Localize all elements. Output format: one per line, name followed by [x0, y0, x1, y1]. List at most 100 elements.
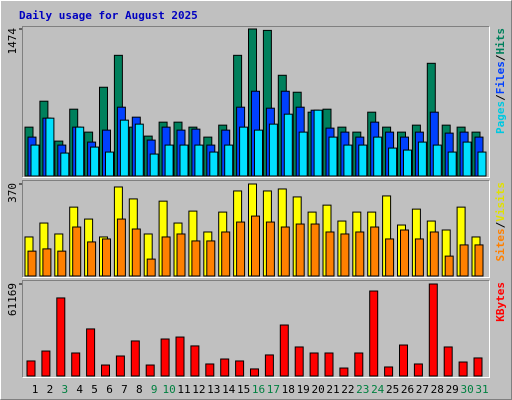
bar [72, 226, 82, 277]
bar [45, 117, 55, 177]
bar [101, 364, 110, 377]
x-tick-label: 21 [326, 383, 339, 396]
x-tick-label: 9 [151, 383, 158, 396]
bar [295, 223, 305, 277]
bar [56, 297, 66, 377]
bar [71, 352, 81, 377]
chart-title: Daily usage for August 2025 [19, 9, 198, 22]
bar [403, 149, 412, 177]
x-tick-label: 8 [136, 383, 143, 396]
bar [179, 144, 189, 177]
bar [191, 240, 201, 277]
legend-entry: Pages [494, 101, 507, 134]
bar [354, 352, 364, 377]
x-tick-label: 13 [207, 383, 220, 396]
bar [30, 144, 40, 177]
x-tick-label: 3 [61, 383, 68, 396]
x-tick-label: 17 [267, 383, 280, 396]
bar [268, 123, 278, 177]
bar [443, 346, 453, 377]
x-tick-label: 10 [162, 383, 175, 396]
bar [473, 357, 483, 377]
bar [146, 258, 156, 277]
x-tick-label: 14 [222, 383, 236, 396]
bar [224, 144, 234, 177]
bar [384, 366, 394, 377]
y-tick-label: 61169 [6, 283, 19, 316]
x-tick-label: 6 [106, 383, 113, 396]
bar [414, 238, 424, 277]
bar [42, 248, 52, 277]
bar [57, 250, 67, 277]
panel-bevel-light [22, 280, 490, 378]
bar [236, 221, 246, 277]
bar [134, 123, 144, 177]
bar [130, 340, 140, 377]
x-tick-label: 29 [446, 383, 459, 396]
x-tick-label: 2 [47, 383, 54, 396]
x-tick-label: 18 [282, 383, 295, 396]
bar [328, 136, 338, 177]
bar [86, 328, 96, 377]
bar [294, 346, 304, 377]
y-tick-label: 370 [6, 183, 19, 203]
bar [310, 223, 320, 277]
x-tick-label: 20 [311, 383, 324, 396]
bar [90, 146, 100, 177]
bar [250, 368, 259, 377]
bar [239, 126, 249, 177]
legend-entry: Hits [494, 28, 507, 55]
x-tick-label: 12 [192, 383, 205, 396]
x-tick-label: 11 [177, 383, 190, 396]
x-tick-label: 15 [237, 383, 250, 396]
bar [75, 126, 85, 177]
bar [369, 290, 379, 377]
x-tick-label: 22 [341, 383, 354, 396]
x-tick-label: 30 [460, 383, 473, 396]
bar [462, 141, 472, 177]
bar [444, 255, 454, 277]
panel-bevel-dark [22, 26, 490, 178]
legend: KBytes [494, 282, 507, 322]
legend-separator: / [494, 54, 507, 61]
bar [60, 152, 70, 177]
x-tick-label: 28 [431, 383, 444, 396]
bar [432, 144, 442, 177]
bar [176, 233, 186, 277]
x-tick-label: 24 [371, 383, 385, 396]
bar [447, 151, 457, 177]
bar [209, 151, 219, 177]
bar [254, 129, 263, 177]
bar [265, 221, 275, 277]
bar [235, 360, 245, 377]
x-tick-label: 23 [356, 383, 369, 396]
bar [220, 358, 230, 377]
bar [400, 229, 409, 277]
legend-entry: KBytes [494, 282, 507, 322]
bar [399, 344, 408, 377]
bar [458, 361, 468, 377]
x-tick-label: 19 [297, 383, 310, 396]
panel-bevel-dark [22, 180, 490, 278]
bar [160, 338, 170, 377]
bar [27, 250, 37, 277]
bar [149, 153, 159, 177]
bar [428, 283, 438, 377]
bar [358, 144, 368, 177]
bar [264, 354, 274, 377]
x-tick-label: 26 [401, 383, 414, 396]
legend-entry: Visits [494, 182, 507, 222]
bar [413, 363, 423, 377]
bar [102, 238, 111, 277]
bar [298, 131, 308, 177]
bar [251, 215, 260, 277]
bar [459, 244, 469, 277]
x-tick-label: 5 [91, 383, 98, 396]
bar [190, 345, 200, 377]
bar [373, 136, 383, 177]
bar [370, 226, 380, 277]
y-tick-label: 1474 [6, 28, 19, 55]
bar [145, 364, 155, 377]
